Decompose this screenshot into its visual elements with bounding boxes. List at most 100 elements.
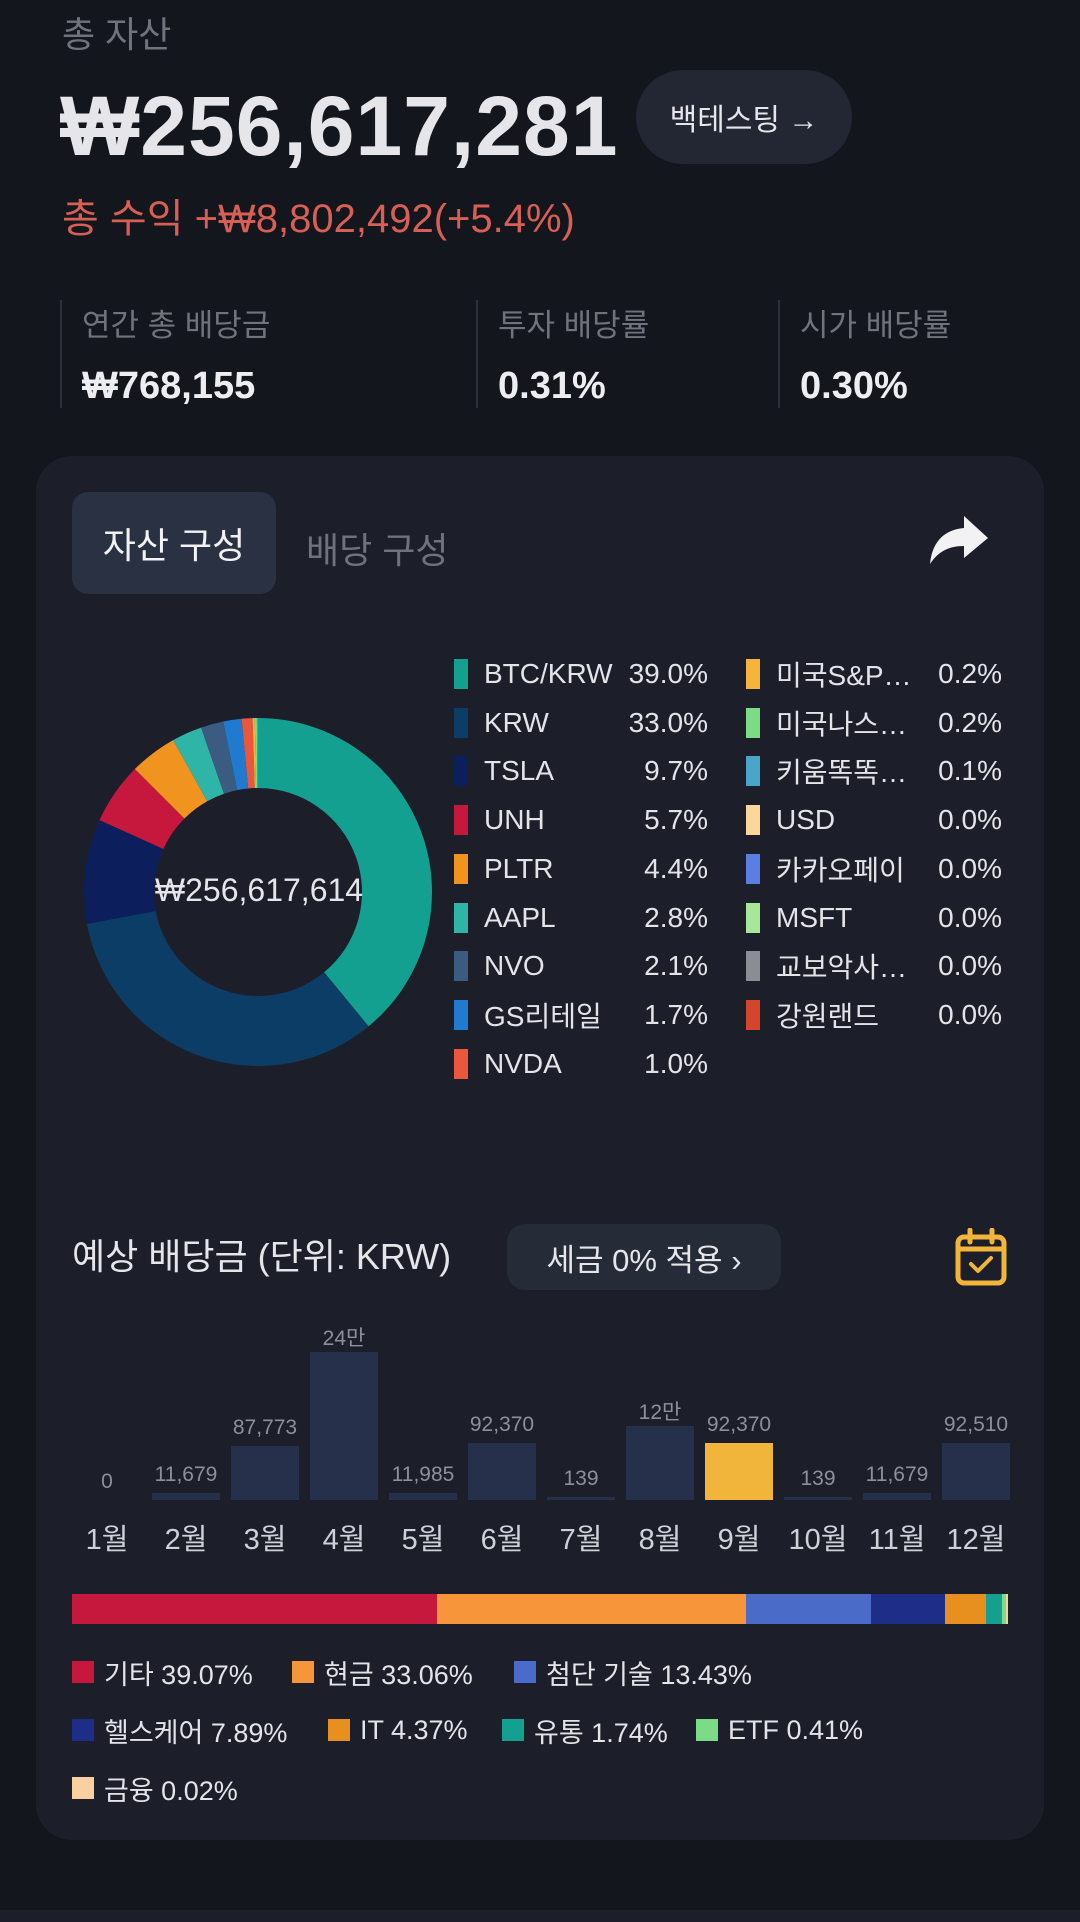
total-assets-label: 총 자산 — [62, 14, 172, 55]
stat-annual-dividend: 연간 총 배당금 ₩768,155 — [60, 300, 270, 408]
sector-segment — [945, 1594, 986, 1624]
calendar-icon[interactable] — [955, 1227, 1007, 1291]
donut-slice-5 — [173, 727, 224, 802]
legend-name: GS리테일 — [484, 1000, 602, 1032]
legend-percent: 0.2% — [938, 706, 1002, 738]
legend-swatch — [454, 999, 468, 1030]
sector-swatch — [72, 1777, 94, 1799]
tax-setting-button[interactable]: 세금 0% 적용 › — [507, 1224, 781, 1290]
bar-month-3[interactable] — [231, 1445, 299, 1500]
legend-name: 미국S&P… — [776, 660, 912, 691]
stat-investment-yield: 투자 배당률 0.31% — [476, 300, 649, 408]
legend-percent: 2.8% — [644, 901, 708, 933]
stat-value: 0.31% — [498, 365, 606, 407]
donut-slice-6 — [201, 721, 238, 794]
bar-value-label: 87,773 — [232, 1415, 298, 1439]
donut-slice-1 — [86, 911, 369, 1066]
legend-swatch — [746, 805, 760, 836]
sector-legend-text: 기타 39.07% — [104, 1659, 253, 1690]
legend-name: NVO — [484, 950, 545, 982]
backtest-button[interactable]: 백테스팅 → — [636, 70, 852, 164]
sector-segment — [437, 1594, 746, 1624]
legend-name: 카카오페이 — [776, 854, 905, 886]
bar-month-10[interactable] — [784, 1497, 852, 1500]
sector-legend-item: 헬스케어 7.89% — [72, 1710, 287, 1750]
legend-percent: 0.0% — [938, 950, 1002, 982]
legend-percent: 4.4% — [644, 852, 708, 884]
bar-month-9[interactable] — [705, 1443, 773, 1500]
legend-name: MSFT — [776, 901, 853, 933]
legend-percent: 1.7% — [644, 998, 708, 1030]
sector-legend-item: 첨단 기술 13.43% — [514, 1652, 752, 1692]
donut-slice-2 — [84, 820, 164, 924]
donut-slice-4 — [134, 740, 208, 819]
sector-legend-text: 첨단 기술 13.43% — [546, 1659, 752, 1690]
legend-item: AAPL 2.8% — [454, 894, 708, 942]
stat-label: 투자 배당률 — [498, 308, 650, 343]
sector-legend-text: ETF 0.41% — [728, 1714, 864, 1745]
month-label: 5월 — [401, 1524, 445, 1556]
legend-swatch — [746, 707, 760, 738]
legend-name: NVDA — [484, 1047, 562, 1079]
legend-swatch — [746, 756, 760, 787]
legend-item: 강원랜드 0.0% — [746, 991, 1002, 1039]
sector-stacked-bar — [72, 1594, 1008, 1624]
legend-percent: 2.1% — [644, 950, 708, 982]
sector-legend-item: 유통 1.74% — [502, 1710, 668, 1750]
month-label: 10월 — [788, 1524, 848, 1556]
bar-month-8[interactable] — [626, 1426, 694, 1500]
tab-asset-composition[interactable]: 자산 구성 — [72, 492, 276, 594]
month-label: 12월 — [946, 1524, 1006, 1556]
bar-value-label: 11,679 — [154, 1462, 218, 1486]
legend-item: TSLA 9.7% — [454, 747, 708, 795]
sector-segment — [1006, 1594, 1008, 1624]
sector-legend-item: 금융 0.02% — [72, 1768, 238, 1808]
legend-swatch — [746, 951, 760, 982]
sector-segment — [1002, 1594, 1006, 1624]
bar-month-12[interactable] — [942, 1442, 1010, 1500]
legend-swatch — [746, 853, 760, 884]
share-icon[interactable] — [926, 512, 992, 573]
donut-center-value: ₩256,617,614 — [154, 872, 364, 908]
legend-percent: 0.2% — [938, 658, 1002, 689]
sector-legend-text: 금융 0.02% — [104, 1775, 238, 1806]
month-label: 3월 — [243, 1524, 287, 1556]
donut-slice-9 — [252, 718, 257, 789]
donut-slice-7 — [223, 718, 249, 791]
sector-segment — [72, 1594, 438, 1624]
month-label: 6월 — [480, 1524, 524, 1556]
sector-legend-text: 현금 33.06% — [324, 1659, 473, 1690]
legend-swatch — [454, 805, 468, 836]
bar-value-label: 12만 — [638, 1401, 682, 1424]
bar-value-label: 11,679 — [865, 1462, 929, 1486]
sector-legend-text: 헬스케어 7.89% — [104, 1717, 288, 1748]
legend-percent: 0.0% — [938, 998, 1002, 1030]
sector-swatch — [72, 1719, 94, 1741]
legend-item: UNH 5.7% — [454, 796, 708, 844]
bar-month-6[interactable] — [468, 1443, 536, 1500]
legend-item: USD 0.0% — [746, 796, 1002, 844]
sector-segment — [985, 1594, 1003, 1624]
donut-slice-8 — [241, 718, 255, 789]
bar-month-4[interactable] — [310, 1352, 378, 1500]
legend-swatch — [746, 659, 760, 689]
legend-percent: 5.7% — [644, 804, 708, 836]
bar-value-label: 11,985 — [391, 1462, 455, 1486]
bar-month-5[interactable] — [389, 1492, 457, 1500]
month-label: 8월 — [638, 1524, 682, 1556]
legend-item: PLTR 4.4% — [454, 845, 708, 893]
bar-month-2[interactable] — [152, 1492, 220, 1500]
bar-value-label: 139 — [800, 1467, 836, 1490]
legend-percent: 0.1% — [938, 755, 1002, 787]
bar-month-7[interactable] — [547, 1497, 615, 1500]
tab-dividend-composition[interactable]: 배당 구성 — [306, 530, 449, 571]
bar-month-11[interactable] — [863, 1492, 931, 1500]
bar-value-label: 0 — [101, 1470, 113, 1493]
bar-value-label: 92,370 — [469, 1413, 535, 1437]
legend-percent: 0.0% — [938, 852, 1002, 884]
sector-legend-item: ETF 0.41% — [696, 1710, 863, 1750]
legend-name: PLTR — [484, 852, 554, 884]
legend-name: UNH — [484, 804, 545, 836]
sector-legend-text: 유통 1.74% — [534, 1717, 668, 1748]
legend-item: MSFT 0.0% — [746, 894, 1002, 942]
